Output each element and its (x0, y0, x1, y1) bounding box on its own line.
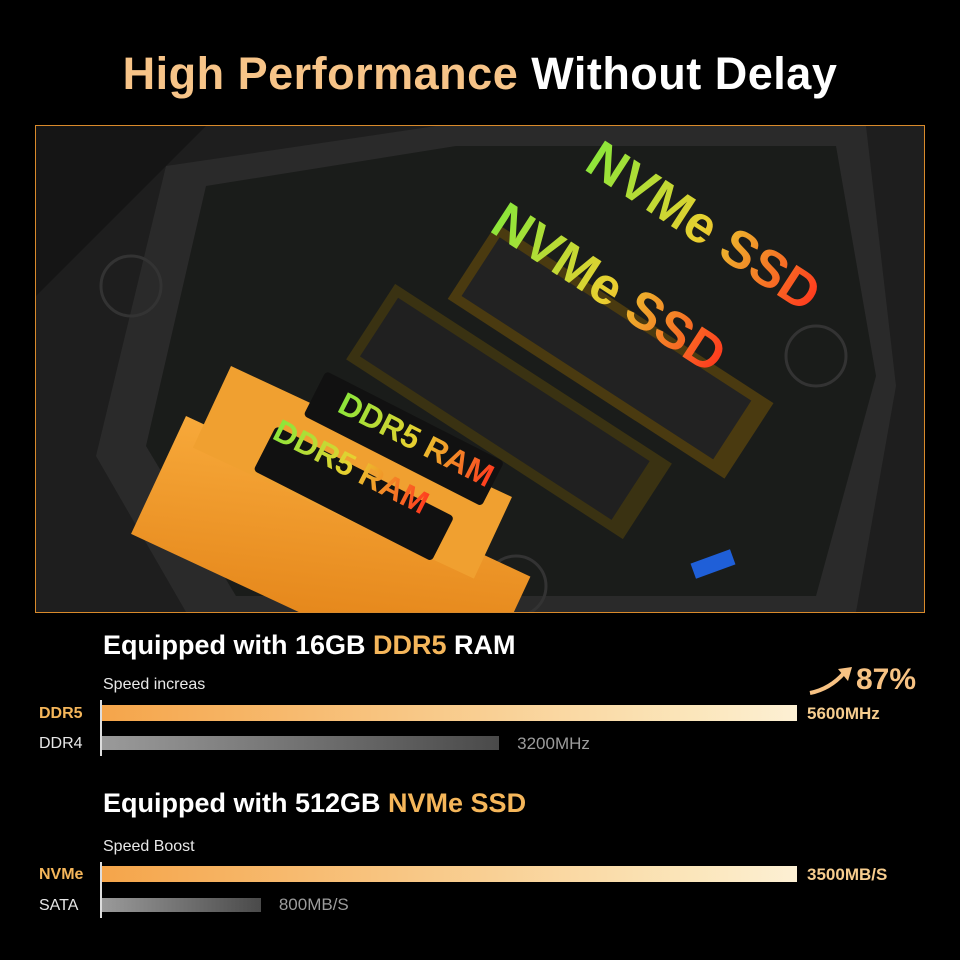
page-title: High Performance Without Delay (0, 48, 960, 100)
nvme-value: 3500MB/S (807, 865, 888, 884)
ddr5-label: DDR5 (39, 705, 83, 722)
ssd-heading-highlight: NVMe SSD (388, 788, 527, 818)
ssd-heading: Equipped with 512GB NVMe SSD (103, 788, 526, 819)
product-photo: NVMe SSD NVMe SSD DDR5 RAM DDR5 RAM (35, 125, 925, 613)
ddr4-value: 3200MHz (517, 734, 590, 753)
mini-pc-internals-illustration: NVMe SSD NVMe SSD DDR5 RAM DDR5 RAM (36, 126, 924, 612)
nvme-bar (102, 866, 797, 882)
sata-label: SATA (39, 897, 79, 914)
ddr4-label: DDR4 (39, 735, 83, 752)
ram-heading-highlight: DDR5 (373, 630, 447, 660)
arrow-up-right-icon (809, 667, 852, 695)
nvme-label: NVMe (39, 866, 84, 883)
increase-badge: 87% (808, 663, 916, 697)
ram-subtitle: Speed increas (103, 676, 206, 693)
ram-heading: Equipped with 16GB DDR5 RAM (103, 630, 516, 661)
ram-axis (100, 700, 102, 756)
ram-heading-suffix: RAM (446, 630, 516, 660)
sata-value: 800MB/S (278, 895, 349, 914)
sata-bar (102, 898, 261, 912)
ddr5-bar (102, 705, 797, 721)
ssd-axis (100, 862, 102, 918)
ddr5-value: 5600MHz (807, 704, 880, 723)
ssd-heading-prefix: Equipped with 512GB (103, 788, 389, 818)
increase-value: 87% (856, 663, 917, 696)
ddr4-bar (102, 736, 500, 750)
title-highlight: High Performance (122, 48, 519, 99)
ram-heading-prefix: Equipped with 16GB (103, 630, 374, 660)
ssd-subtitle: Speed Boost (103, 838, 195, 855)
title-rest: Without Delay (531, 48, 838, 99)
